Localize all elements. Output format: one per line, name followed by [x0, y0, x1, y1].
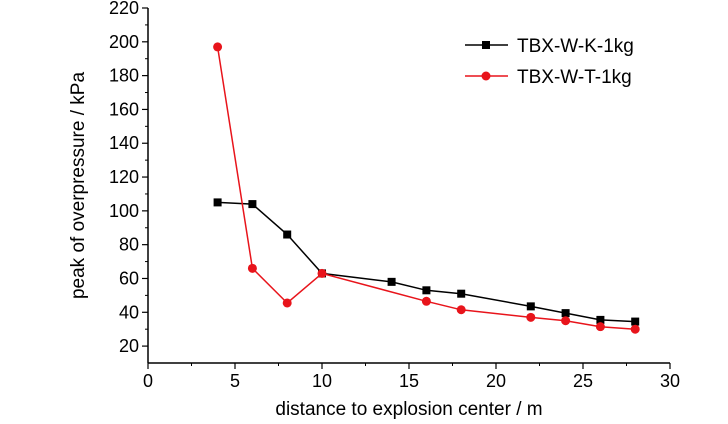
data-point [317, 268, 327, 278]
x-tick-label: 10 [312, 371, 332, 391]
data-point [456, 305, 466, 315]
x-tick-label: 15 [399, 371, 419, 391]
y-tick-label: 160 [109, 99, 139, 119]
x-tick-label: 30 [660, 371, 680, 391]
data-point [630, 324, 640, 334]
series-layer [213, 42, 640, 334]
data-point [282, 298, 292, 308]
y-tick-label: 20 [119, 336, 139, 356]
data-point [596, 315, 605, 324]
y-tick-label: 200 [109, 32, 139, 52]
legend-entry-0: TBX-W-K-1kg [465, 36, 634, 57]
data-point [595, 322, 605, 332]
data-point [387, 277, 396, 286]
data-point [561, 309, 570, 318]
y-tick-label: 40 [119, 302, 139, 322]
y-tick-label: 100 [109, 201, 139, 221]
series-0 [213, 198, 640, 326]
y-tick-label: 180 [109, 66, 139, 86]
data-point [561, 316, 571, 326]
y-tick-label: 80 [119, 235, 139, 255]
legend-label: TBX-W-T-1kg [517, 67, 632, 88]
y-tick-label: 220 [109, 0, 139, 18]
legend-marker [482, 41, 490, 49]
x-tick-label: 25 [573, 371, 593, 391]
data-point [631, 317, 640, 326]
legend-label: TBX-W-K-1kg [517, 36, 634, 57]
data-point [247, 263, 257, 273]
legend-marker [481, 71, 491, 81]
ticks: 0 5 10 15 20 25 30 20 40 60 80 100 120 140 160 180 200 22… [109, 0, 680, 391]
y-tick-label: 120 [109, 167, 139, 187]
y-axis-title: peak of overpressure / kPa [68, 72, 89, 299]
y-tick-label: 60 [119, 268, 139, 288]
series-line [216, 46, 636, 330]
data-point [526, 302, 535, 311]
x-tick-label: 5 [230, 371, 240, 391]
data-point [457, 289, 466, 298]
data-point [213, 198, 222, 207]
data-point [421, 296, 431, 306]
legend: TBX-W-K-1kg TBX-W-T-1kg [465, 36, 634, 88]
x-tick-label: 0 [143, 371, 153, 391]
data-point [248, 200, 257, 209]
data-point [422, 286, 431, 295]
data-point [526, 312, 536, 322]
x-tick-label: 20 [486, 371, 506, 391]
data-point [283, 230, 292, 239]
y-tick-label: 140 [109, 133, 139, 153]
legend-entry-1: TBX-W-T-1kg [465, 67, 632, 88]
data-point [213, 42, 223, 52]
x-axis-title: distance to explosion center / m [275, 399, 542, 420]
axes [147, 8, 670, 364]
series-1 [213, 42, 640, 334]
